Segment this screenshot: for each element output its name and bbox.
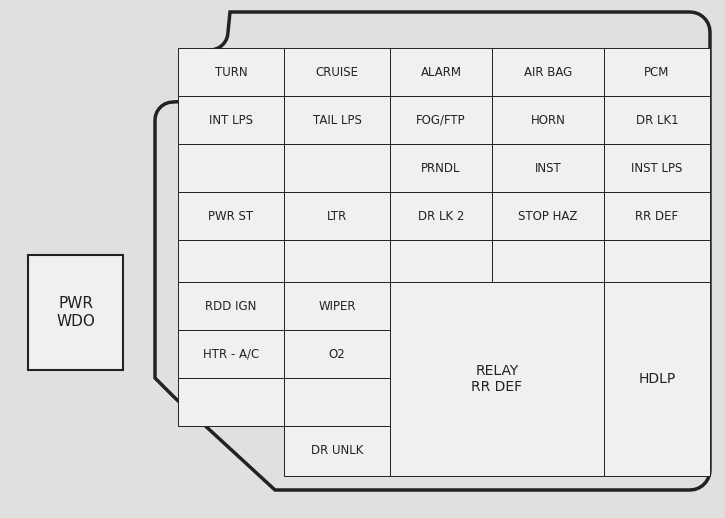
Bar xyxy=(284,426,390,476)
Text: INST: INST xyxy=(534,162,561,175)
Bar xyxy=(390,282,604,476)
Text: STOP HAZ: STOP HAZ xyxy=(518,209,578,223)
Bar xyxy=(284,378,390,426)
Text: FOG/FTP: FOG/FTP xyxy=(416,113,465,126)
Bar xyxy=(178,240,284,282)
Text: INT LPS: INT LPS xyxy=(209,113,253,126)
Text: RDD IGN: RDD IGN xyxy=(205,299,257,312)
Bar xyxy=(492,144,604,192)
Bar xyxy=(178,378,284,426)
Bar xyxy=(492,48,604,96)
Bar xyxy=(390,192,492,240)
Bar xyxy=(178,282,284,330)
Text: PRNDL: PRNDL xyxy=(421,162,461,175)
Text: LTR: LTR xyxy=(327,209,347,223)
Bar xyxy=(604,48,710,96)
Bar xyxy=(28,255,123,370)
Bar xyxy=(604,240,710,282)
Text: DR UNLK: DR UNLK xyxy=(311,444,363,457)
Text: PWR
WDO: PWR WDO xyxy=(56,296,95,329)
Bar xyxy=(284,282,390,330)
Text: PWR ST: PWR ST xyxy=(209,209,254,223)
Bar xyxy=(604,192,710,240)
Text: TAIL LPS: TAIL LPS xyxy=(312,113,362,126)
Bar xyxy=(492,192,604,240)
Bar xyxy=(178,48,284,96)
Bar xyxy=(284,144,390,192)
Bar xyxy=(492,96,604,144)
Text: HTR - A/C: HTR - A/C xyxy=(203,348,259,361)
Bar xyxy=(178,330,284,378)
Bar xyxy=(390,96,492,144)
Text: WIPER: WIPER xyxy=(318,299,356,312)
Bar xyxy=(390,240,492,282)
Text: HORN: HORN xyxy=(531,113,566,126)
Text: HDLP: HDLP xyxy=(639,372,676,386)
Bar xyxy=(604,282,710,476)
Bar xyxy=(492,240,604,282)
Bar xyxy=(178,96,284,144)
Bar xyxy=(604,96,710,144)
Text: INST LPS: INST LPS xyxy=(631,162,683,175)
Bar xyxy=(390,48,492,96)
Bar xyxy=(178,192,284,240)
Text: AIR BAG: AIR BAG xyxy=(524,65,572,79)
Bar xyxy=(284,48,390,96)
Text: ALARM: ALARM xyxy=(420,65,462,79)
Text: PCM: PCM xyxy=(645,65,670,79)
Text: DR LK1: DR LK1 xyxy=(636,113,679,126)
Bar xyxy=(390,144,492,192)
Bar xyxy=(284,192,390,240)
Bar xyxy=(284,330,390,378)
Text: O2: O2 xyxy=(328,348,345,361)
Bar xyxy=(284,96,390,144)
Text: RR DEF: RR DEF xyxy=(635,209,679,223)
Bar xyxy=(604,144,710,192)
Text: TURN: TURN xyxy=(215,65,247,79)
Text: CRUISE: CRUISE xyxy=(315,65,358,79)
Text: RELAY
RR DEF: RELAY RR DEF xyxy=(471,364,523,394)
Polygon shape xyxy=(155,12,710,490)
Text: DR LK 2: DR LK 2 xyxy=(418,209,464,223)
Bar xyxy=(178,144,284,192)
Bar xyxy=(284,240,390,282)
